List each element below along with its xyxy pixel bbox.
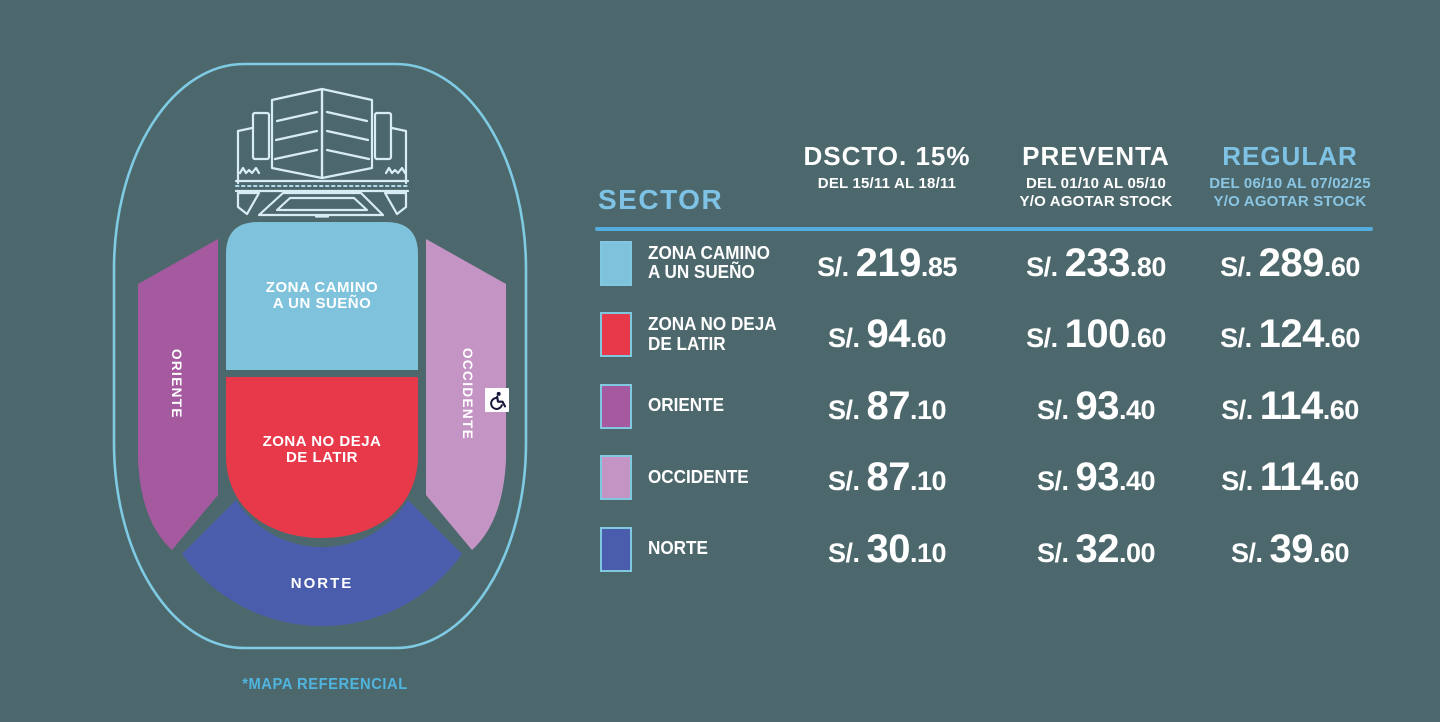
zone-norte xyxy=(182,500,462,627)
zone-occidente xyxy=(426,239,506,550)
price-regular: S/. 124.60 xyxy=(1220,312,1360,356)
sector-swatch xyxy=(600,383,632,429)
column-title: REGULAR xyxy=(1222,141,1358,171)
zone-label-oriente: ORIENTE xyxy=(169,349,184,419)
sector-swatch xyxy=(600,526,632,572)
price-preventa: S/. 100.60 xyxy=(1026,312,1166,356)
sector-name: ZONA CAMINO A UN SUEÑO xyxy=(648,242,770,282)
table-row: NORTE S/. 30.10 S/. 32.00 S/. 39.60 xyxy=(595,513,1375,585)
price-preventa: S/. 93.40 xyxy=(1036,383,1156,428)
column-header-preventa: PREVENTA DEL 01/10 AL 05/10 Y/O AGOTAR S… xyxy=(986,143,1206,211)
price-regular: S/. 39.60 xyxy=(1230,526,1350,571)
price-dscto: S/. 87.10 xyxy=(827,383,947,428)
zone-label-zona-no-deja: ZONA NO DEJA DE LATIR xyxy=(262,433,382,466)
zone-zona-no-deja xyxy=(226,377,418,538)
column-subtitle: DEL 01/10 AL 05/10 Y/O AGOTAR STOCK xyxy=(1019,175,1173,210)
price-dscto: S/. 94.60 xyxy=(827,312,947,356)
price-dscto: S/. 30.10 xyxy=(827,526,947,571)
sector-name: ZONA NO DEJA DE LATIR xyxy=(648,314,777,354)
price-dscto: S/. 219.85 xyxy=(817,240,957,285)
zone-zona-camino xyxy=(226,222,418,370)
sector-swatch xyxy=(600,312,632,357)
price-regular: S/. 289.60 xyxy=(1220,240,1360,285)
stadium-outline-icon xyxy=(112,62,528,650)
sector-name: ORIENTE xyxy=(648,395,725,416)
zone-label-norte: NORTE xyxy=(290,575,354,592)
wheelchair-icon xyxy=(485,388,509,412)
header-divider xyxy=(595,227,1373,231)
table-row: OCCIDENTE S/. 87.10 S/. 93.40 S/. 114.60 xyxy=(595,442,1375,514)
price-dscto: S/. 87.10 xyxy=(827,455,947,499)
sector-swatch xyxy=(600,455,632,500)
column-title: DSCTO. 15% xyxy=(803,141,971,171)
column-subtitle: DEL 06/10 AL 07/02/25 Y/O AGOTAR STOCK xyxy=(1209,175,1371,210)
column-title: PREVENTA xyxy=(1022,141,1170,171)
sector-column-header: SECTOR xyxy=(598,184,724,215)
price-regular: S/. 114.60 xyxy=(1221,455,1359,499)
table-row: ORIENTE S/. 87.10 S/. 93.40 S/. 114.60 xyxy=(595,370,1375,442)
stage-icon xyxy=(234,87,410,218)
price-preventa: S/. 93.40 xyxy=(1036,455,1156,499)
zone-oriente xyxy=(138,239,218,550)
price-preventa: S/. 233.80 xyxy=(1026,240,1166,285)
sector-name: NORTE xyxy=(648,538,708,559)
column-subtitle: DEL 15/11 AL 18/11 xyxy=(817,175,957,192)
table-row: ZONA NO DEJA DE LATIR S/. 94.60 S/. 100.60… xyxy=(595,299,1375,371)
sector-swatch xyxy=(600,240,632,286)
table-row: ZONA CAMINO A UN SUEÑO S/. 219.85 S/. 233.… xyxy=(595,227,1375,299)
map-reference-note: *MAPA REFERENCIAL xyxy=(242,676,408,693)
zone-label-zona-camino: ZONA CAMINO A UN SUEÑO xyxy=(265,279,379,312)
price-regular: S/. 114.60 xyxy=(1221,383,1359,428)
column-header-dscto: DSCTO. 15% DEL 15/11 AL 18/11 xyxy=(788,143,986,193)
zone-label-occidente: OCCIDENTE xyxy=(460,348,475,441)
sector-name: OCCIDENTE xyxy=(648,466,749,487)
price-preventa: S/. 32.00 xyxy=(1036,526,1156,571)
column-header-regular: REGULAR DEL 06/10 AL 07/02/25 Y/O AGOTAR… xyxy=(1206,143,1374,211)
